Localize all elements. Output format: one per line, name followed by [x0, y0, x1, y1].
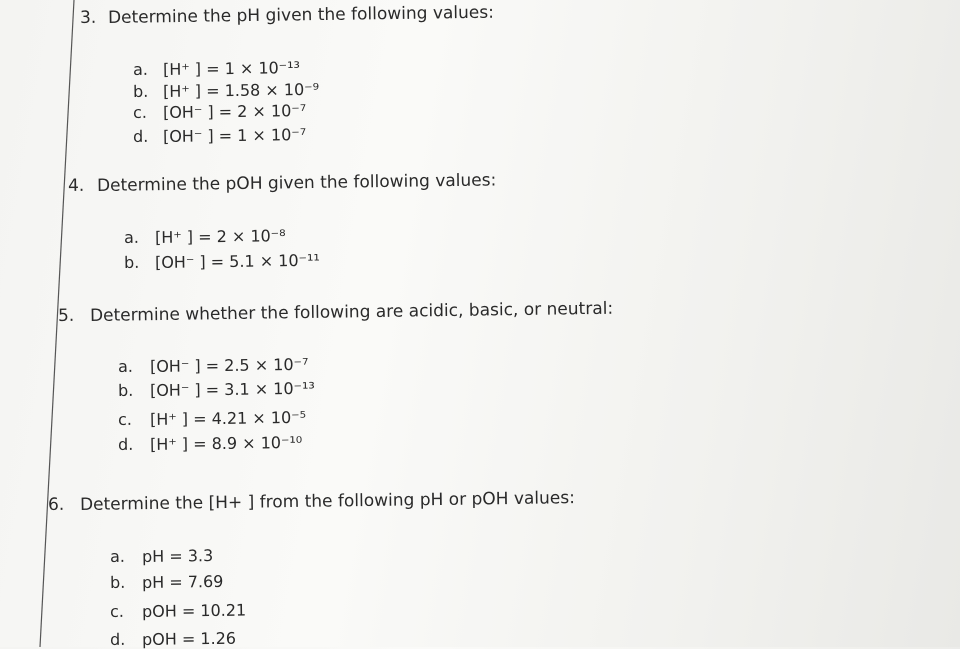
- item-text: pH = 7.69: [141, 571, 224, 592]
- item-letter: b.: [109, 572, 126, 592]
- question-number: 3.: [79, 7, 97, 28]
- question-number: 5.: [57, 305, 75, 326]
- question-number: 4.: [67, 175, 85, 196]
- item-text: pH = 3.3: [141, 546, 214, 566]
- item-letter: a.: [117, 356, 134, 376]
- item-text: [OH⁻ ] = 1 × 10⁻⁷: [162, 125, 307, 146]
- item-text: [H⁺ ] = 1 × 10⁻¹³: [162, 58, 301, 79]
- item-text: [OH⁻ ] = 3.1 × 10⁻¹³: [149, 378, 315, 400]
- item-text: [H⁺ ] = 8.9 × 10⁻¹⁰: [149, 432, 303, 454]
- item-letter: c.: [132, 102, 148, 122]
- item-letter: c.: [109, 601, 125, 621]
- item-letter: a.: [109, 546, 126, 566]
- item-letter: a.: [123, 227, 140, 247]
- item-text: [H⁺ ] = 2 × 10⁻⁸: [154, 226, 286, 247]
- item-text: [OH⁻ ] = 2.5 × 10⁻⁷: [149, 354, 309, 376]
- item-letter: a.: [132, 59, 149, 79]
- item-text: pOH = 10.21: [141, 600, 247, 621]
- item-text: pOH = 1.26: [141, 628, 237, 649]
- item-text: [OH⁻ ] = 2 × 10⁻⁷: [162, 101, 307, 122]
- item-text: [H⁺ ] = 4.21 × 10⁻⁵: [149, 407, 307, 429]
- item-text: [OH⁻ ] = 5.1 × 10⁻¹¹: [154, 250, 320, 272]
- item-letter: b.: [117, 380, 134, 400]
- question-number: 6.: [47, 494, 65, 515]
- item-letter: d.: [117, 434, 134, 454]
- item-letter: b.: [132, 81, 149, 101]
- item-letter: d.: [109, 629, 126, 649]
- item-text: [H⁺ ] = 1.58 × 10⁻⁹: [162, 79, 320, 101]
- item-letter: b.: [123, 252, 140, 272]
- item-letter: c.: [117, 409, 133, 429]
- item-letter: d.: [132, 126, 149, 146]
- margin-line: [39, 0, 75, 647]
